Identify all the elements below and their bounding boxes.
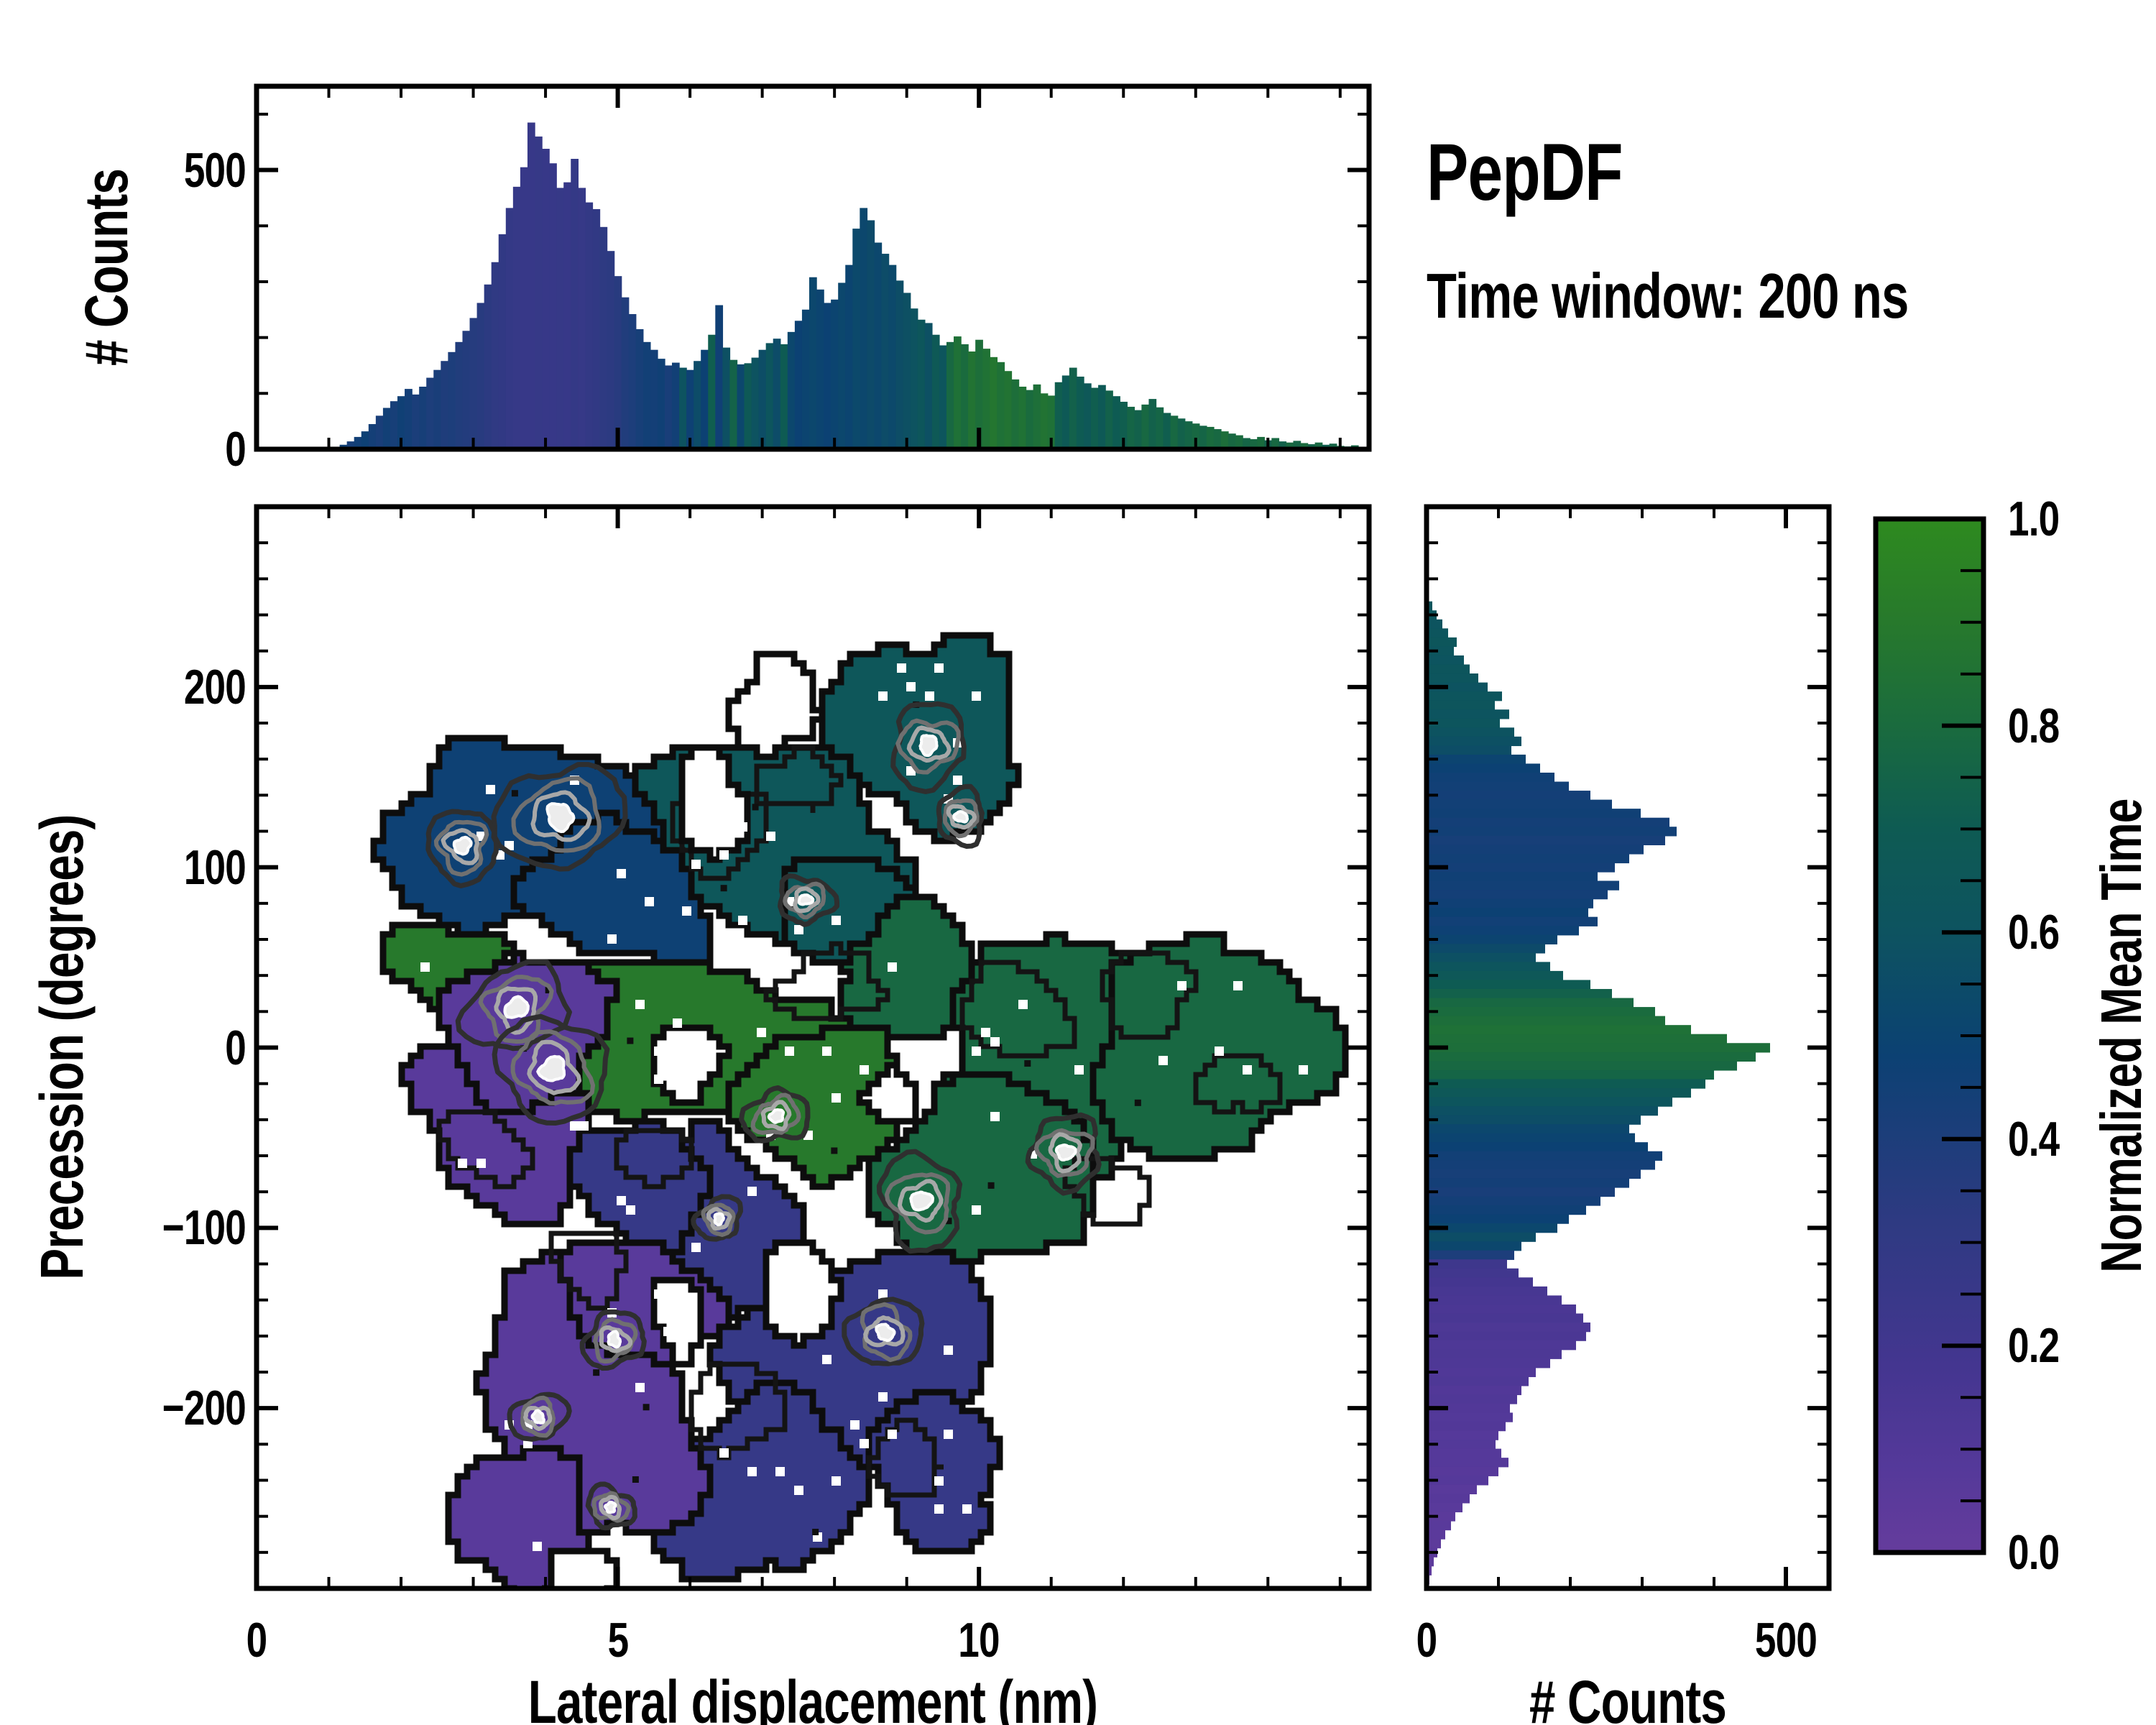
hotspot-rings	[579, 1309, 647, 1371]
right-histogram-bars	[1427, 601, 1770, 1585]
hotspot-rings	[860, 1302, 913, 1363]
hotspot-rings	[942, 798, 980, 839]
region-dark-green-right	[865, 1071, 1097, 1265]
hotspot-rings	[875, 1322, 896, 1343]
hotspot-rings	[842, 1297, 925, 1366]
hotspot-rings	[906, 725, 952, 763]
top-hist-y-tick-label: 0	[225, 422, 247, 477]
figure-title: PepDF	[1427, 127, 1623, 217]
hotspot-rings	[701, 1202, 736, 1237]
hotspot-rings	[507, 1392, 572, 1442]
contour-hole	[542, 1547, 620, 1588]
hotspot-rings	[592, 1317, 638, 1364]
hotspot-rings	[760, 1100, 792, 1131]
contour-hole	[678, 744, 751, 863]
hotspot-rings	[895, 718, 961, 775]
hotspot-rings	[797, 893, 815, 906]
hotspot-rings	[520, 1395, 556, 1438]
hotspot-rings	[909, 1190, 935, 1212]
hotspot-rings	[425, 809, 499, 888]
main-y-tick-label: 0	[225, 1020, 247, 1075]
figure-subtitle: Time window: 200 ns	[1427, 260, 1909, 331]
colorbar-tick-label: 1.0	[2008, 492, 2060, 546]
hotspot-rings	[767, 1108, 786, 1124]
hotspot-rings	[603, 1500, 617, 1514]
hotspot-rings	[494, 986, 538, 1035]
hotspot-rings	[478, 975, 554, 1044]
contour-hole	[725, 650, 826, 760]
hotspot-rings	[706, 1207, 732, 1231]
region-dark-green-right	[837, 893, 975, 1041]
hotspot-rings	[793, 886, 821, 914]
main-y-tick-label: −100	[162, 1200, 247, 1256]
hotspot-rings	[890, 701, 967, 794]
main-y-tick-label: 100	[183, 840, 247, 895]
hotspot-rings	[510, 1029, 596, 1105]
hotspot-rings	[503, 995, 530, 1019]
hotspot-rings	[536, 1054, 566, 1082]
hotspot-rings	[713, 1212, 725, 1227]
hotspot-rings	[739, 1085, 811, 1144]
hotspot-rings	[918, 734, 939, 758]
main-y-tick-label: −200	[162, 1381, 247, 1436]
colorbar-tick-label: 0.0	[2008, 1525, 2060, 1580]
hotspot-rings	[527, 1039, 582, 1095]
colorbar-tick-label: 0.6	[2008, 905, 2060, 960]
hotspot-rings	[607, 1330, 622, 1349]
hotspot-rings	[936, 783, 985, 849]
top-hist-y-tick-label: 500	[183, 142, 247, 198]
main-y-axis-label: Precession (degrees)	[28, 814, 96, 1280]
colorbar-tick-label: 0.2	[2008, 1318, 2060, 1374]
colorbar-tick-label: 0.8	[2008, 698, 2060, 753]
hotspot-rings	[1048, 1132, 1083, 1174]
top-hist-y-axis-label: # Counts	[73, 168, 140, 367]
main-x-tick-label: 10	[958, 1613, 1000, 1668]
hotspot-rings	[750, 1092, 801, 1136]
hotspot-rings	[455, 959, 572, 1052]
hotspot-rings	[1025, 1112, 1102, 1196]
hotspot-rings	[1034, 1128, 1095, 1178]
contour-hole	[763, 1239, 844, 1349]
hotspot-rings	[523, 1405, 553, 1432]
hotspot-rings	[511, 776, 602, 853]
hotspot-rings	[952, 810, 969, 824]
top-histogram-bars	[332, 122, 1366, 449]
hotspot-rings	[897, 1179, 944, 1223]
hotspot-rings	[876, 1149, 963, 1254]
main-x-axis-label: Lateral displacement (nm)	[528, 1668, 1098, 1725]
main-heatmap	[370, 632, 1349, 1588]
hotspot-rings	[545, 802, 576, 834]
hotspot-rings	[691, 1194, 743, 1242]
hotspot-rings	[863, 1315, 906, 1348]
hotspot-rings	[885, 1172, 951, 1235]
hotspot-rings	[777, 873, 840, 927]
hotspot-rings	[491, 762, 628, 872]
main-x-tick-label: 5	[607, 1613, 629, 1668]
hotspot-rings	[530, 790, 592, 842]
colorbar-label: Normalized Mean Time	[2089, 799, 2153, 1273]
hotspot-rings	[946, 804, 977, 830]
colorbar-tick-label: 0.4	[2008, 1111, 2060, 1167]
hotspot-rings	[599, 1494, 622, 1521]
region-bright-green-center	[725, 1024, 900, 1190]
hotspot-rings	[492, 1013, 610, 1126]
hotspot-rings	[530, 1409, 545, 1425]
right-hist-x-tick-label: 500	[1754, 1613, 1818, 1668]
hotspot-rings	[591, 1491, 631, 1523]
hotspot-rings	[441, 828, 480, 865]
right-hist-x-axis-label: # Counts	[1529, 1668, 1727, 1725]
hotspot-rings	[433, 819, 489, 877]
contour-hole	[856, 1062, 919, 1125]
hotspot-rings	[452, 835, 473, 856]
main-y-tick-label: 200	[183, 659, 247, 714]
hotspot-rings	[599, 1325, 633, 1353]
main-x-tick-label: 0	[246, 1613, 268, 1668]
right-hist-x-tick-label: 0	[1416, 1613, 1438, 1668]
hotspot-rings	[1054, 1144, 1077, 1162]
